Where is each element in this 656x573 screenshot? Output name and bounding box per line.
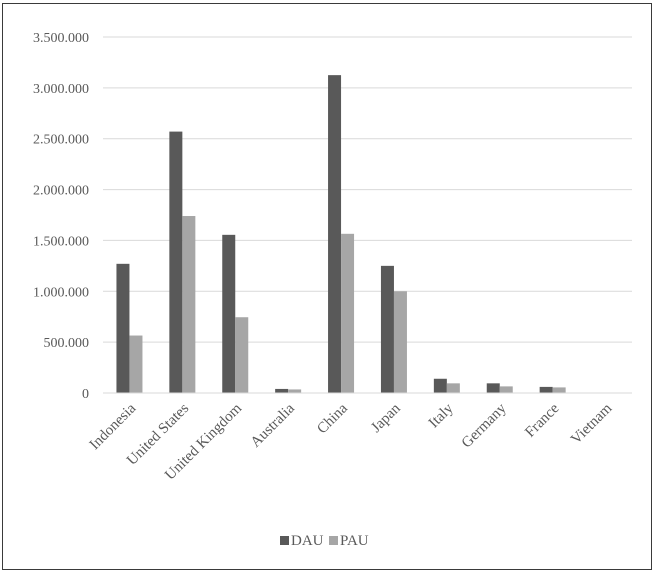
bar-pau-australia bbox=[288, 389, 302, 393]
bar-pau-germany bbox=[499, 386, 513, 393]
legend-label-pau: PAU bbox=[340, 533, 369, 549]
x-tick-label: China bbox=[314, 400, 351, 437]
bar-dau-china bbox=[328, 75, 342, 394]
bar-pau-united-states bbox=[182, 216, 196, 393]
y-tick-label: 500.000 bbox=[44, 336, 90, 351]
chart-frame bbox=[2, 3, 652, 570]
x-tick-label: Italy bbox=[426, 400, 457, 431]
bar-dau-united-states bbox=[169, 131, 183, 393]
bar-pau-china bbox=[341, 233, 355, 393]
y-tick-label: 1.000.000 bbox=[33, 285, 89, 300]
bar-pau-united-kingdom bbox=[235, 317, 249, 393]
x-tick-label: Japan bbox=[368, 400, 404, 436]
legend-label-dau: DAU bbox=[291, 533, 324, 549]
y-tick-label: 3.500.000 bbox=[33, 31, 89, 46]
x-tick-label: Australia bbox=[248, 400, 298, 450]
legend: DAU PAU bbox=[280, 533, 369, 549]
x-tick-label: Vietnam bbox=[568, 400, 615, 447]
y-tick-label: 1.500.000 bbox=[33, 234, 89, 249]
bar-dau-australia bbox=[275, 388, 289, 393]
bar-dau-italy bbox=[433, 378, 447, 393]
bar-pau-italy bbox=[446, 383, 460, 393]
bar-dau-indonesia bbox=[116, 263, 130, 393]
x-tick-label: Germany bbox=[459, 400, 510, 451]
x-tick-label: Indonesia bbox=[87, 400, 140, 453]
y-axis-ticks: 0 500.000 1.000.000 1.500.000 2.000.000 2.500… bbox=[33, 31, 89, 402]
bar-pau-indonesia bbox=[129, 335, 143, 393]
y-tick-label: 3.000.000 bbox=[33, 82, 89, 97]
bars bbox=[116, 75, 566, 394]
legend-swatch-pau bbox=[329, 536, 338, 545]
bar-dau-japan bbox=[380, 265, 394, 393]
bar-dau-germany bbox=[486, 383, 500, 393]
bar-pau-japan bbox=[393, 291, 407, 393]
x-tick-label: France bbox=[522, 400, 562, 440]
y-tick-label: 2.500.000 bbox=[33, 133, 89, 148]
y-tick-label: 2.000.000 bbox=[33, 184, 89, 199]
bar-pau-france bbox=[552, 387, 566, 393]
legend-swatch-dau bbox=[280, 536, 289, 545]
bar-dau-united-kingdom bbox=[222, 234, 236, 393]
bar-dau-france bbox=[539, 386, 553, 393]
y-tick-label: 0 bbox=[82, 387, 89, 402]
